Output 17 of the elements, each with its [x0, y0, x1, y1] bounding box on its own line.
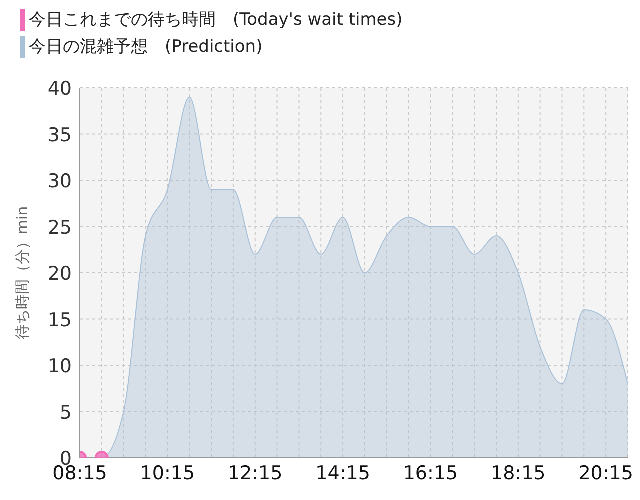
- y-tick-label: 30: [48, 170, 72, 192]
- y-axis-title: 待ち時間（分）min: [13, 206, 32, 340]
- x-tick-label: 18:15: [491, 462, 546, 484]
- y-tick-label: 25: [48, 216, 72, 239]
- legend-label: 今日の混雑予想 (Prediction): [29, 36, 263, 58]
- x-tick-label: 14:15: [316, 462, 370, 484]
- x-tick-label: 20:15: [578, 462, 634, 484]
- y-tick-label: 40: [48, 78, 72, 100]
- y-tick-label: 15: [48, 309, 72, 332]
- y-tick-label: 10: [48, 356, 72, 378]
- x-tick-label: 16:15: [403, 462, 458, 484]
- x-tick-label: 10:15: [140, 462, 196, 484]
- y-tick-label: 20: [48, 263, 72, 285]
- y-tick-label: 5: [60, 402, 72, 424]
- x-tick-label: 12:15: [228, 462, 283, 484]
- legend-label: 今日これまでの待ち時間 (Today's wait times): [29, 9, 403, 31]
- y-tick-label: 35: [48, 124, 72, 146]
